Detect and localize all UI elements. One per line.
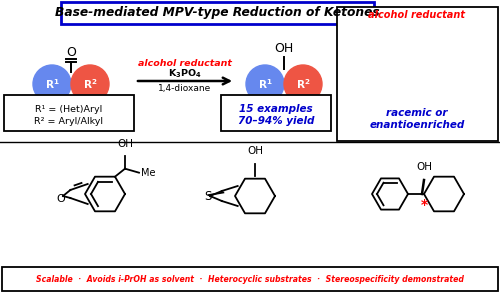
Circle shape bbox=[246, 65, 284, 103]
Text: Me: Me bbox=[141, 168, 156, 178]
FancyBboxPatch shape bbox=[221, 95, 331, 131]
FancyBboxPatch shape bbox=[4, 95, 134, 131]
Text: $\mathbf{R^2}$: $\mathbf{R^2}$ bbox=[296, 77, 310, 91]
Text: $\mathbf{R^2}$: $\mathbf{R^2}$ bbox=[83, 77, 97, 91]
FancyBboxPatch shape bbox=[2, 267, 498, 291]
Text: $\mathbf{K_3PO_4}$: $\mathbf{K_3PO_4}$ bbox=[168, 68, 202, 80]
Text: Base-mediated MPV-type Reduction of Ketones: Base-mediated MPV-type Reduction of Keto… bbox=[54, 6, 380, 19]
Text: alcohol reductant: alcohol reductant bbox=[368, 10, 466, 20]
Text: *: * bbox=[420, 198, 428, 212]
Text: S: S bbox=[204, 190, 212, 203]
FancyBboxPatch shape bbox=[336, 6, 498, 141]
Text: OH: OH bbox=[247, 146, 263, 156]
Text: alcohol reductant: alcohol reductant bbox=[138, 59, 232, 69]
Text: racemic or: racemic or bbox=[386, 108, 448, 118]
Circle shape bbox=[71, 65, 109, 103]
Text: enantioenriched: enantioenriched bbox=[370, 120, 464, 130]
Circle shape bbox=[284, 65, 322, 103]
Text: O: O bbox=[56, 194, 66, 204]
Text: OH: OH bbox=[416, 162, 432, 172]
Text: $\mathbf{R^1}$: $\mathbf{R^1}$ bbox=[258, 77, 272, 91]
Text: R² = Aryl/Alkyl: R² = Aryl/Alkyl bbox=[34, 116, 103, 126]
Text: OH: OH bbox=[117, 139, 133, 149]
Text: OH: OH bbox=[410, 12, 426, 22]
Text: Scalable  ·  Avoids i-PrOH as solvent  ·  Heterocyclic substrates  ·  Stereospec: Scalable · Avoids i-PrOH as solvent · He… bbox=[36, 275, 464, 283]
Text: OH: OH bbox=[274, 43, 293, 56]
Text: O: O bbox=[66, 46, 76, 59]
Text: 15 examples: 15 examples bbox=[239, 104, 313, 114]
Text: 70–94% yield: 70–94% yield bbox=[238, 116, 314, 126]
Text: $Me_2N$: $Me_2N$ bbox=[388, 100, 416, 114]
Text: R¹ = (Het)Aryl: R¹ = (Het)Aryl bbox=[36, 104, 102, 113]
FancyBboxPatch shape bbox=[60, 1, 374, 24]
Text: Me: Me bbox=[430, 39, 444, 49]
Text: 1,4-dioxane: 1,4-dioxane bbox=[158, 84, 212, 93]
Circle shape bbox=[33, 65, 71, 103]
Text: $\mathbf{R^1}$: $\mathbf{R^1}$ bbox=[44, 77, 60, 91]
